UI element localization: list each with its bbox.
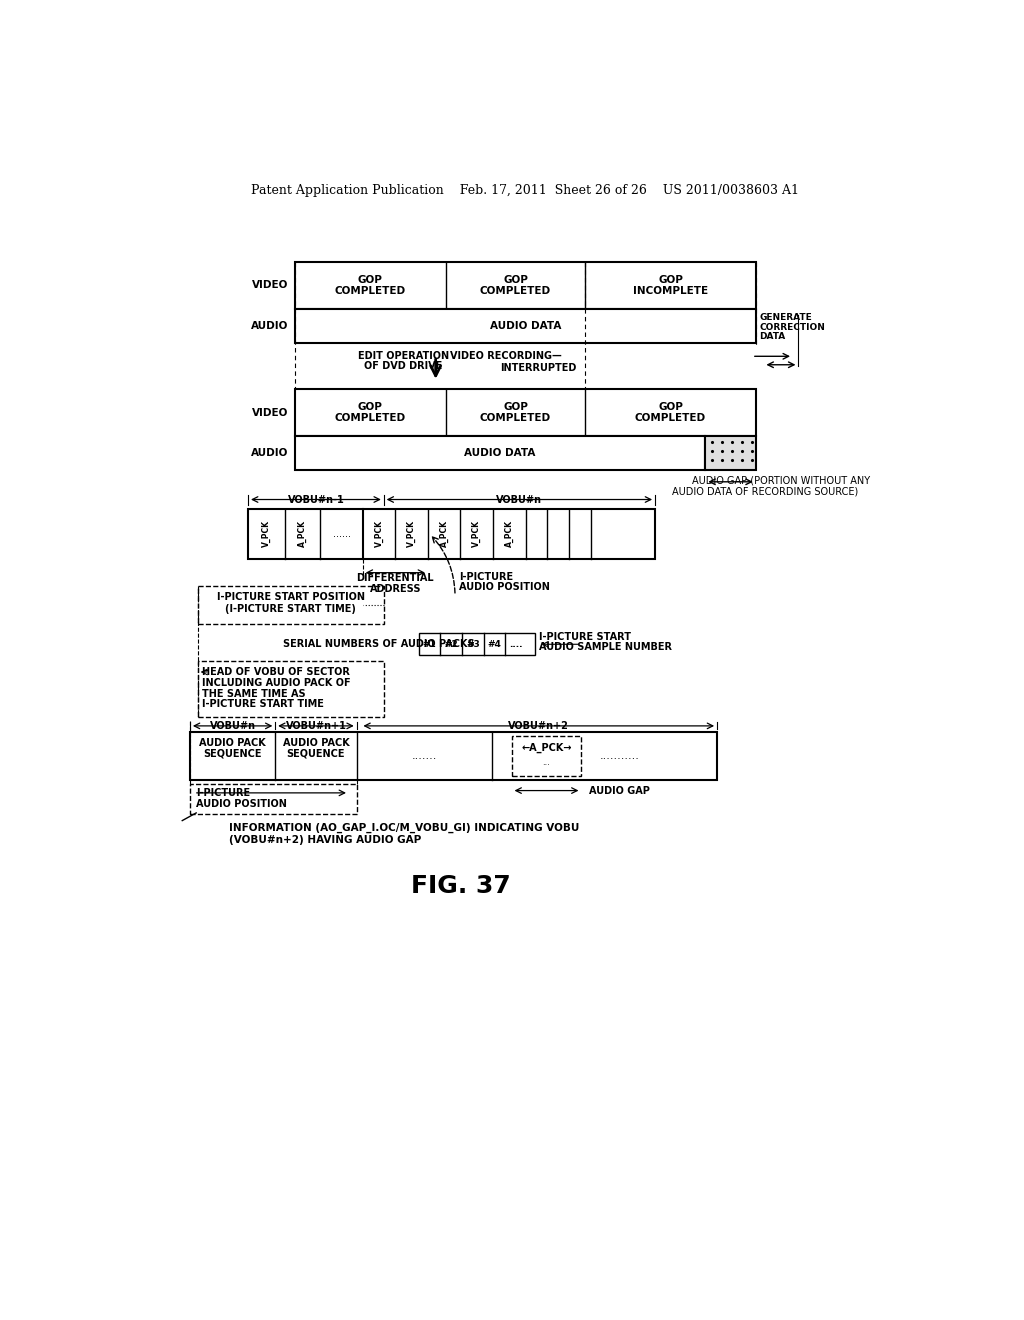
Text: Patent Application Publication    Feb. 17, 2011  Sheet 26 of 26    US 2011/00386: Patent Application Publication Feb. 17, … [251,185,799,197]
Text: AUDIO GAP (PORTION WITHOUT ANY: AUDIO GAP (PORTION WITHOUT ANY [692,475,870,486]
Text: AUDIO DATA OF RECORDING SOURCE): AUDIO DATA OF RECORDING SOURCE) [673,486,858,496]
Text: HEAD OF VOBU OF SECTOR: HEAD OF VOBU OF SECTOR [203,667,350,677]
Text: VIDEO: VIDEO [252,280,289,290]
Text: GOP
COMPLETED: GOP COMPLETED [480,275,551,296]
Bar [295,389,756,436]
Text: ......: ...... [333,529,350,539]
Bar [706,436,756,470]
Text: ...........: ........... [600,751,640,760]
Text: INFORMATION (AO_GAP_I.OC/M_VOBU_GI) INDICATING VOBU: INFORMATION (AO_GAP_I.OC/M_VOBU_GI) INDI… [228,824,580,833]
Text: AUDIO PACK: AUDIO PACK [283,738,349,748]
Text: SERIAL NUMBERS OF AUDIO PACKS: SERIAL NUMBERS OF AUDIO PACKS [283,639,475,649]
Text: ....: .... [510,640,523,648]
Text: VIDEO: VIDEO [252,408,289,417]
Bar [419,634,535,655]
Text: AUDIO: AUDIO [251,321,289,331]
Text: OF DVD DRIVE: OF DVD DRIVE [364,362,442,371]
Text: INTERRUPTED: INTERRUPTED [501,363,577,372]
Text: AUDIO POSITION: AUDIO POSITION [459,582,550,591]
Text: AUDIO GAP: AUDIO GAP [589,785,650,796]
Bar [198,586,384,624]
Bar [248,508,655,558]
Text: GOP
COMPLETED: GOP COMPLETED [480,401,551,424]
Text: I-PICTURE: I-PICTURE [459,572,513,582]
Text: VOBU#n-1: VOBU#n-1 [288,495,344,504]
Text: AUDIO: AUDIO [251,447,289,458]
Text: GOP
COMPLETED: GOP COMPLETED [335,401,406,424]
Text: CORRECTION: CORRECTION [760,322,825,331]
Text: AUDIO DATA: AUDIO DATA [489,321,561,331]
Bar [190,733,717,780]
Text: VOBU#n+1: VOBU#n+1 [286,721,346,731]
Text: I-PICTURE START TIME: I-PICTURE START TIME [203,700,325,709]
Text: V_PCK: V_PCK [408,520,416,548]
Text: SEQUENCE: SEQUENCE [287,748,345,759]
Text: I-PICTURE: I-PICTURE [197,788,250,797]
Text: SEQUENCE: SEQUENCE [204,748,262,759]
Text: GENERATE: GENERATE [760,313,812,322]
Text: I-PICTURE START: I-PICTURE START [539,632,631,643]
Text: VOBU#n: VOBU#n [210,721,256,731]
Text: AUDIO PACK: AUDIO PACK [200,738,266,748]
Text: GOP
INCOMPLETE: GOP INCOMPLETE [633,275,708,296]
Text: GOP
COMPLETED: GOP COMPLETED [635,401,707,424]
Bar [295,263,756,309]
Text: #4: #4 [487,640,502,648]
Text: A_PCK: A_PCK [505,520,514,548]
Text: THE SAME TIME AS: THE SAME TIME AS [203,689,306,698]
Bar [295,436,706,470]
Text: #1: #1 [423,640,436,648]
Bar [295,309,756,343]
Text: AUDIO SAMPLE NUMBER: AUDIO SAMPLE NUMBER [539,643,672,652]
Text: .......: ....... [412,751,437,760]
Text: VOBU#n+2: VOBU#n+2 [508,721,569,731]
Text: AUDIO DATA: AUDIO DATA [464,447,536,458]
Text: A_PCK: A_PCK [298,520,307,548]
Bar [198,661,384,717]
Text: AUDIO POSITION: AUDIO POSITION [197,799,287,809]
Text: ...: ... [543,759,551,767]
Bar [190,784,356,814]
Text: EDIT OPERATION: EDIT OPERATION [357,351,449,362]
Text: #2: #2 [444,640,458,648]
Text: V_PCK: V_PCK [375,520,384,548]
Text: DATA: DATA [760,331,785,341]
Text: A_PCK: A_PCK [439,520,449,548]
Text: #3: #3 [466,640,480,648]
Text: FIG. 37: FIG. 37 [412,874,511,898]
Text: GOP
COMPLETED: GOP COMPLETED [335,275,406,296]
Text: I-PICTURE START POSITION: I-PICTURE START POSITION [217,591,365,602]
Text: INCLUDING AUDIO PACK OF: INCLUDING AUDIO PACK OF [203,677,351,688]
Text: ←A_PCK→: ←A_PCK→ [521,742,571,752]
Text: (VOBU#n+2) HAVING AUDIO GAP: (VOBU#n+2) HAVING AUDIO GAP [228,834,421,845]
Text: VOBU#n: VOBU#n [497,495,543,504]
Text: VIDEO RECORDING—: VIDEO RECORDING— [451,351,562,362]
Text: V_PCK: V_PCK [262,520,271,548]
Text: DIFFERENTIAL
ADDRESS: DIFFERENTIAL ADDRESS [356,573,434,594]
Text: (I-PICTURE START TIME): (I-PICTURE START TIME) [225,603,356,614]
Text: V_PCK: V_PCK [472,520,481,548]
Bar [512,737,582,776]
